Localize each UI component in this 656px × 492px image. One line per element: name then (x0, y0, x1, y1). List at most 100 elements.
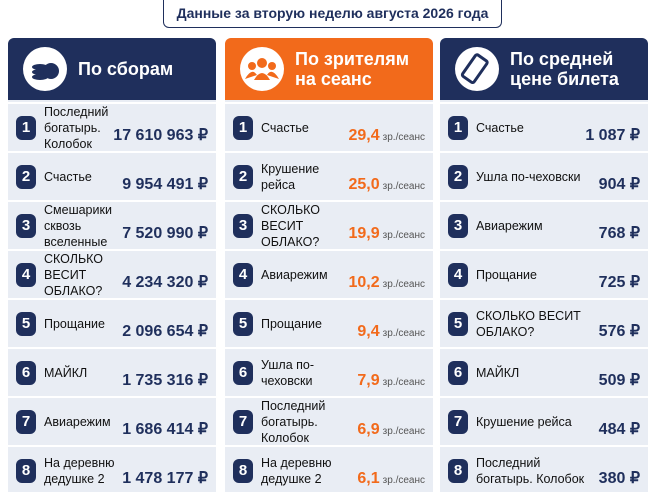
column: По сборам 1 Последний богатырь. Колобок 17… (8, 38, 216, 492)
rank-badge: 8 (448, 458, 468, 483)
value: 1 735 316 ₽ (122, 370, 208, 390)
film-name: Последний богатырь. Колобок (476, 455, 585, 486)
list-row: 7 Крушение рейса 484 ₽ (440, 396, 648, 445)
list-row: 2 Счастье 9 954 491 ₽ (8, 151, 216, 200)
list-row: 5 Прощание 9,4 зр./сеанс (225, 298, 433, 347)
value-number: 7 520 990 ₽ (122, 225, 208, 242)
list-row: 5 Прощание 2 096 654 ₽ (8, 298, 216, 347)
value-number: 9 954 491 ₽ (122, 176, 208, 193)
film-name: Крушение рейса (476, 414, 572, 429)
film-name: МАЙКЛ (44, 365, 88, 380)
value: 725 ₽ (599, 272, 640, 292)
list-row: 2 Ушла по-чеховски 904 ₽ (440, 151, 648, 200)
value-number: 25,0 (348, 176, 380, 193)
film-name: На деревню дедушке 2 (44, 455, 115, 486)
film-name: Авиарежим (261, 267, 328, 282)
list-row: 3 Авиарежим 768 ₽ (440, 200, 648, 249)
value-unit: зр./сеанс (382, 377, 425, 388)
value-number: 10,2 (348, 274, 380, 291)
rank-badge: 5 (233, 311, 253, 336)
column-header: По сборам (8, 38, 216, 100)
value-number: 1 686 414 ₽ (122, 421, 208, 438)
film-name: Авиарежим (476, 218, 543, 233)
list-row: 3 СКОЛЬКО ВЕСИТ ОБЛАКО? 19,9 зр./сеанс (225, 200, 433, 249)
film-name: Последний богатырь. Колобок (261, 398, 326, 445)
list-row: 6 Ушла по-чеховски 7,9 зр./сеанс (225, 347, 433, 396)
list-row: 1 Счастье 1 087 ₽ (440, 102, 648, 151)
value-number: 17 610 963 ₽ (113, 127, 208, 144)
rank-badge: 1 (233, 115, 253, 140)
rank-badge: 3 (16, 213, 36, 238)
film-name: Счастье (44, 169, 92, 184)
rank-badge: 8 (16, 458, 36, 483)
value: 17 610 963 ₽ (113, 125, 208, 145)
value: 10,2 зр./сеанс (349, 274, 426, 292)
film-name: Прощание (261, 316, 322, 331)
rank-badge: 5 (16, 311, 36, 336)
value-number: 1 478 177 ₽ (122, 470, 208, 487)
film-name: На деревню дедушке 2 (261, 455, 332, 486)
rank-badge: 6 (233, 360, 253, 385)
value-unit: зр./сеанс (382, 475, 425, 486)
value-number: 725 ₽ (598, 274, 640, 291)
list-row: 7 Авиарежим 1 686 414 ₽ (8, 396, 216, 445)
value-number: 2 096 654 ₽ (122, 323, 208, 340)
value: 7,9 зр./сеанс (357, 372, 425, 390)
film-name: Авиарежим (44, 414, 111, 429)
value-number: 484 ₽ (598, 421, 640, 438)
page-title: Данные за вторую неделю августа 2026 год… (163, 0, 502, 28)
value: 25,0 зр./сеанс (349, 176, 426, 194)
rank-badge: 4 (233, 262, 253, 287)
value-number: 9,4 (357, 323, 380, 340)
rank-badge: 1 (16, 115, 36, 140)
value-number: 4 234 320 ₽ (122, 274, 208, 291)
value-unit: зр./сеанс (382, 328, 425, 339)
rank-badge: 2 (233, 164, 253, 189)
value: 6,1 зр./сеанс (357, 470, 425, 488)
film-name: Прощание (476, 267, 537, 282)
list-row: 4 СКОЛЬКО ВЕСИТ ОБЛАКО? 4 234 320 ₽ (8, 249, 216, 298)
value-number: 6,9 (357, 421, 380, 438)
value: 1 686 414 ₽ (122, 419, 208, 439)
list-row: 4 Авиарежим 10,2 зр./сеанс (225, 249, 433, 298)
value-unit: зр./сеанс (382, 426, 425, 437)
list-row: 1 Последний богатырь. Колобок 17 610 963 ₽ (8, 102, 216, 151)
rank-badge: 1 (448, 115, 468, 140)
film-name: СКОЛЬКО ВЕСИТ ОБЛАКО? (476, 308, 581, 339)
rank-badge: 5 (448, 311, 468, 336)
value: 4 234 320 ₽ (122, 272, 208, 292)
film-name: Прощание (44, 316, 105, 331)
list-row: 1 Счастье 29,4 зр./сеанс (225, 102, 433, 151)
value: 7 520 990 ₽ (122, 223, 208, 243)
film-name: СКОЛЬКО ВЕСИТ ОБЛАКО? (261, 202, 321, 249)
film-name: СКОЛЬКО ВЕСИТ ОБЛАКО? (44, 251, 104, 298)
list-row: 8 На деревню дедушке 2 1 478 177 ₽ (8, 445, 216, 492)
value-number: 7,9 (357, 372, 380, 389)
value-unit: зр./сеанс (382, 230, 425, 241)
column-title: По сборам (78, 59, 174, 79)
rank-badge: 7 (233, 409, 253, 434)
value: 484 ₽ (599, 419, 640, 439)
value: 1 087 ₽ (585, 125, 640, 145)
value-number: 509 ₽ (598, 372, 640, 389)
value: 576 ₽ (599, 321, 640, 341)
value-number: 19,9 (348, 225, 380, 242)
film-name: Счастье (261, 120, 309, 135)
value: 6,9 зр./сеанс (357, 421, 425, 439)
film-name: Крушение рейса (261, 161, 320, 192)
rank-badge: 3 (448, 213, 468, 238)
icon (240, 47, 284, 91)
list-row: 8 Последний богатырь. Колобок 380 ₽ (440, 445, 648, 492)
value-unit: зр./сеанс (382, 279, 425, 290)
value: 9,4 зр./сеанс (357, 323, 425, 341)
column: По зрителям на сеанс 1 Счастье 29,4 зр./сеа… (225, 38, 433, 492)
film-name: Смешарики сквозь вселенные (44, 202, 112, 249)
value: 2 096 654 ₽ (122, 321, 208, 341)
column-title: По зрителям на сеанс (295, 49, 410, 89)
value: 509 ₽ (599, 370, 640, 390)
rank-badge: 4 (16, 262, 36, 287)
value-number: 29,4 (348, 127, 380, 144)
list-row: 5 СКОЛЬКО ВЕСИТ ОБЛАКО? 576 ₽ (440, 298, 648, 347)
value: 380 ₽ (599, 468, 640, 488)
value-number: 768 ₽ (598, 225, 640, 242)
